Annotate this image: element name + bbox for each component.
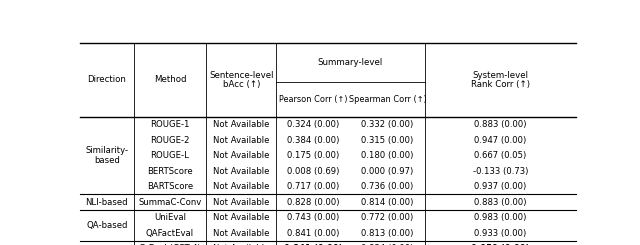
Text: Pearson Corr (↑): Pearson Corr (↑) — [279, 95, 348, 104]
Text: NLI-based: NLI-based — [86, 198, 128, 207]
Text: Not Available: Not Available — [213, 213, 269, 222]
Text: Direction: Direction — [87, 75, 126, 84]
Text: Summary-level: Summary-level — [317, 58, 383, 67]
Text: Not Available: Not Available — [213, 136, 269, 145]
Text: 0.828 (0.00): 0.828 (0.00) — [287, 198, 339, 207]
Text: 0.743 (0.00): 0.743 (0.00) — [287, 213, 339, 222]
Text: 0.008 (0.69): 0.008 (0.69) — [287, 167, 339, 176]
Text: QAFactEval: QAFactEval — [146, 229, 194, 238]
Text: Spearman Corr (↑): Spearman Corr (↑) — [349, 95, 426, 104]
Text: 0.950 (0.00): 0.950 (0.00) — [471, 244, 530, 245]
Text: -0.133 (0.73): -0.133 (0.73) — [473, 167, 528, 176]
Text: 0.814 (0.00): 0.814 (0.00) — [362, 198, 413, 207]
Text: 0.667 (0.05): 0.667 (0.05) — [474, 151, 527, 160]
Text: 0.717 (0.00): 0.717 (0.00) — [287, 182, 339, 191]
Text: 0.332 (0.00): 0.332 (0.00) — [362, 120, 413, 129]
Text: 0.937 (0.00): 0.937 (0.00) — [474, 182, 527, 191]
Text: Sentence-level: Sentence-level — [209, 71, 273, 80]
Text: Not Available: Not Available — [213, 167, 269, 176]
Text: ROUGE-L: ROUGE-L — [150, 151, 189, 160]
Text: bAcc (↑): bAcc (↑) — [223, 80, 260, 89]
Text: System-level: System-level — [472, 71, 529, 80]
Text: QA-based: QA-based — [86, 221, 127, 230]
Text: 0.315 (0.00): 0.315 (0.00) — [362, 136, 413, 145]
Text: G-Eval (GPT-4): G-Eval (GPT-4) — [139, 244, 201, 245]
Text: Method: Method — [154, 75, 186, 84]
Text: Similarity-
based: Similarity- based — [85, 146, 129, 165]
Text: 0.000 (0.97): 0.000 (0.97) — [362, 167, 413, 176]
Text: 0.841 (0.00): 0.841 (0.00) — [284, 244, 342, 245]
Text: UniEval: UniEval — [154, 213, 186, 222]
Text: 0.384 (0.00): 0.384 (0.00) — [287, 136, 339, 145]
Text: 0.834 (0.00): 0.834 (0.00) — [362, 244, 413, 245]
Text: Not Available: Not Available — [213, 151, 269, 160]
Text: Not Available: Not Available — [213, 229, 269, 238]
Text: Rank Corr (↑): Rank Corr (↑) — [471, 80, 530, 89]
Text: ROUGE-2: ROUGE-2 — [150, 136, 190, 145]
Text: 0.324 (0.00): 0.324 (0.00) — [287, 120, 339, 129]
Text: SummaC-Conv: SummaC-Conv — [138, 198, 202, 207]
Text: ROUGE-1: ROUGE-1 — [150, 120, 190, 129]
Text: Not Available: Not Available — [213, 182, 269, 191]
Text: 0.175 (0.00): 0.175 (0.00) — [287, 151, 339, 160]
Text: 0.933 (0.00): 0.933 (0.00) — [474, 229, 527, 238]
Text: Not Available: Not Available — [213, 244, 269, 245]
Text: BERTScore: BERTScore — [147, 167, 193, 176]
Text: BARTScore: BARTScore — [147, 182, 193, 191]
Text: Not Available: Not Available — [213, 198, 269, 207]
Text: 0.883 (0.00): 0.883 (0.00) — [474, 120, 527, 129]
Text: Not Available: Not Available — [213, 120, 269, 129]
Text: 0.883 (0.00): 0.883 (0.00) — [474, 198, 527, 207]
Text: 0.813 (0.00): 0.813 (0.00) — [362, 229, 413, 238]
Text: 0.947 (0.00): 0.947 (0.00) — [474, 136, 527, 145]
Text: 0.736 (0.00): 0.736 (0.00) — [362, 182, 413, 191]
Text: 0.841 (0.00): 0.841 (0.00) — [287, 229, 339, 238]
Text: 0.772 (0.00): 0.772 (0.00) — [362, 213, 413, 222]
Text: 0.180 (0.00): 0.180 (0.00) — [362, 151, 413, 160]
Text: 0.983 (0.00): 0.983 (0.00) — [474, 213, 527, 222]
